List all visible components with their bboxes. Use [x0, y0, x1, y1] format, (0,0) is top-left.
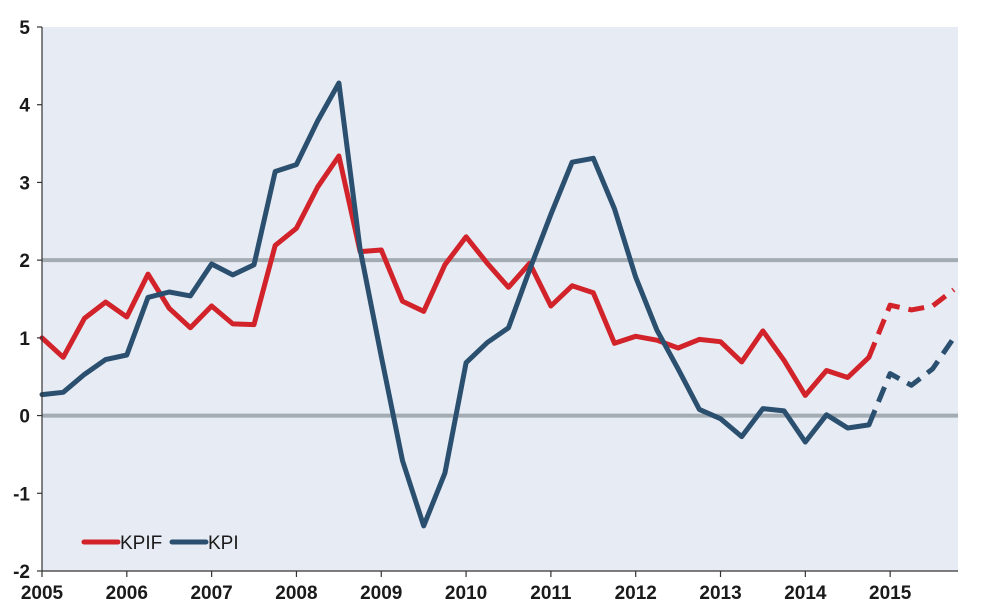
- x-tick-label: 2006: [106, 583, 148, 604]
- x-tick-label: 2015: [869, 583, 912, 604]
- x-tick-label: 2014: [784, 583, 827, 604]
- y-tick-label: 3: [19, 173, 30, 194]
- y-tick-label: 4: [19, 96, 30, 117]
- x-tick-label: 2007: [190, 583, 232, 604]
- reference-lines: [42, 258, 958, 418]
- y-tick-label: 5: [19, 18, 30, 39]
- series-forecast-line-kpi: [866, 336, 956, 426]
- x-tick-label: 2011: [530, 583, 572, 604]
- legend: KPIF KPI: [81, 533, 239, 554]
- x-tick-label: 2010: [445, 583, 487, 604]
- series-forecast-line-kpif: [866, 287, 956, 359]
- y-tick-label: 1: [19, 329, 30, 350]
- series-lines: [39, 80, 956, 529]
- x-tick-label: 2013: [699, 583, 741, 604]
- y-axis-ticks: 5 4 3 2 1 0 -1 -2: [13, 18, 42, 583]
- x-axis-ticks: 2005 2006 2007 2008 2009 2010 2011 2012 2013 2014…: [21, 571, 912, 604]
- legend-label-kpif: KPIF: [120, 533, 162, 554]
- y-tick-label: -1: [13, 484, 30, 505]
- x-tick-label: 2008: [275, 583, 317, 604]
- x-tick-label: 2009: [360, 583, 402, 604]
- x-tick-label: 2005: [21, 583, 64, 604]
- y-tick-label: 2: [19, 251, 30, 272]
- series-line-kpif: [39, 153, 872, 398]
- y-tick-label: -2: [13, 562, 30, 583]
- legend-label-kpi: KPI: [208, 533, 239, 554]
- plot-background: [42, 27, 958, 571]
- y-tick-label: 0: [19, 407, 30, 428]
- x-tick-label: 2012: [615, 583, 657, 604]
- series-line-kpi: [39, 80, 872, 529]
